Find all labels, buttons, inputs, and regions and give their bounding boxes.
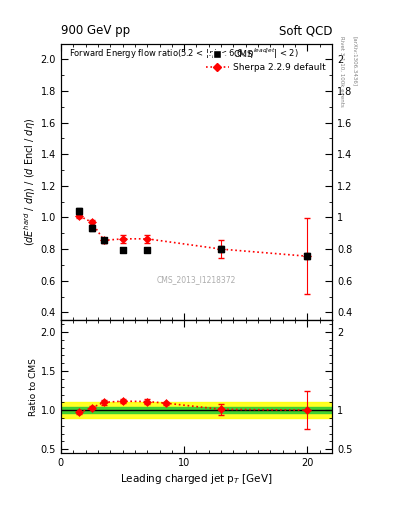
Point — [144, 397, 151, 406]
Point — [144, 246, 151, 254]
Point — [101, 237, 107, 245]
Text: Rivet 3.1.10, 100k events: Rivet 3.1.10, 100k events — [339, 36, 344, 106]
Point — [304, 252, 310, 260]
Point — [101, 237, 107, 245]
Y-axis label: $(dE^{hard}$ / $d\eta$) / $(d$ Encl / $d\eta)$: $(dE^{hard}$ / $d\eta$) / $(d$ Encl / $d… — [22, 118, 38, 246]
Bar — [61, 407, 332, 413]
X-axis label: Leading charged jet p$_{T}$ [GeV]: Leading charged jet p$_{T}$ [GeV] — [120, 472, 273, 486]
Point — [218, 245, 224, 253]
Point — [163, 399, 169, 407]
Y-axis label: Ratio to CMS: Ratio to CMS — [29, 358, 38, 416]
Point — [144, 234, 151, 243]
Point — [88, 403, 95, 412]
Point — [76, 212, 83, 220]
Point — [88, 224, 95, 232]
Text: [arXiv:1306.3436]: [arXiv:1306.3436] — [352, 36, 357, 86]
Text: Soft QCD: Soft QCD — [279, 25, 332, 37]
Text: Forward Energy flow ratio(5.2 < |$\eta$| < 6.6, $\eta^{leadjet}$| < 2): Forward Energy flow ratio(5.2 < |$\eta$|… — [69, 46, 299, 61]
Point — [119, 246, 126, 254]
Point — [218, 245, 224, 253]
Bar — [61, 402, 332, 418]
Point — [76, 207, 83, 215]
Point — [119, 234, 126, 243]
Point — [119, 397, 126, 406]
Point — [88, 218, 95, 226]
Point — [304, 252, 310, 260]
Point — [218, 406, 224, 414]
Legend: CMS, Sherpa 2.2.9 default: CMS, Sherpa 2.2.9 default — [202, 46, 329, 76]
Point — [101, 398, 107, 407]
Text: 900 GeV pp: 900 GeV pp — [61, 25, 130, 37]
Point — [76, 409, 83, 417]
Point — [304, 406, 310, 414]
Text: CMS_2013_I1218372: CMS_2013_I1218372 — [157, 275, 236, 284]
